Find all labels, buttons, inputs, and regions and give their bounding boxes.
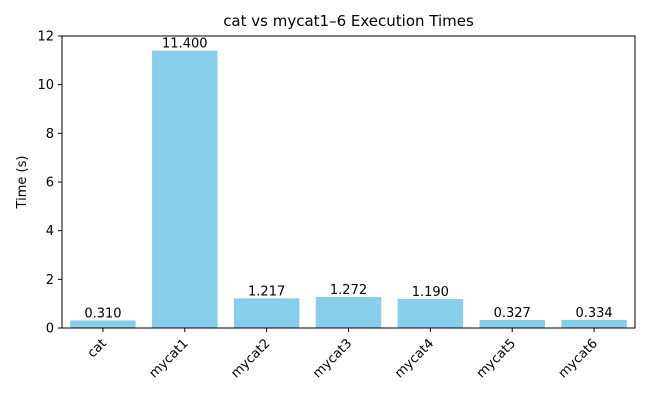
x-tick-label-mycat5: mycat5 bbox=[474, 336, 519, 381]
value-label-mycat5: 0.327 bbox=[494, 306, 531, 321]
x-tick-label-mycat1: mycat1 bbox=[146, 336, 191, 381]
y-tick-label: 2 bbox=[46, 273, 54, 288]
y-tick-label: 0 bbox=[46, 322, 54, 337]
value-label-mycat1: 11.400 bbox=[162, 37, 208, 52]
bar-mycat5 bbox=[479, 320, 545, 328]
bar-mycat2 bbox=[233, 298, 300, 328]
value-label-mycat2: 1.217 bbox=[248, 284, 285, 299]
value-label-mycat4: 1.190 bbox=[412, 285, 449, 300]
y-tick-label: 12 bbox=[37, 30, 54, 45]
bar-mycat4 bbox=[397, 299, 464, 328]
plot-layer: 0 2 4 6 8 10 12 0.310 cat 11.400 mycat1 1.217 mycat2… bbox=[37, 30, 627, 381]
value-label-cat: 0.310 bbox=[84, 306, 121, 321]
x-tick-label-mycat2: mycat2 bbox=[228, 336, 273, 381]
chart-title: cat vs mycat1–6 Execution Times bbox=[223, 12, 474, 30]
value-label-mycat6: 0.334 bbox=[575, 306, 612, 321]
y-tick-label: 10 bbox=[37, 78, 54, 93]
bar-mycat1 bbox=[152, 50, 218, 328]
y-tick-label: 6 bbox=[46, 176, 54, 191]
x-tick-label-mycat6: mycat6 bbox=[556, 336, 601, 381]
x-tick-label-mycat4: mycat4 bbox=[392, 336, 437, 381]
x-tick-label-mycat3: mycat3 bbox=[310, 336, 355, 381]
bar-mycat6 bbox=[561, 319, 627, 328]
x-tick-label-cat: cat bbox=[85, 336, 110, 361]
y-axis-label: Time (s) bbox=[15, 156, 30, 210]
bar-mycat3 bbox=[315, 297, 382, 328]
value-label-mycat3: 1.272 bbox=[330, 283, 367, 298]
y-tick-label: 4 bbox=[46, 224, 54, 239]
y-tick-label: 8 bbox=[46, 127, 54, 142]
axes-frame bbox=[61, 35, 636, 329]
bar-cat bbox=[70, 320, 136, 328]
